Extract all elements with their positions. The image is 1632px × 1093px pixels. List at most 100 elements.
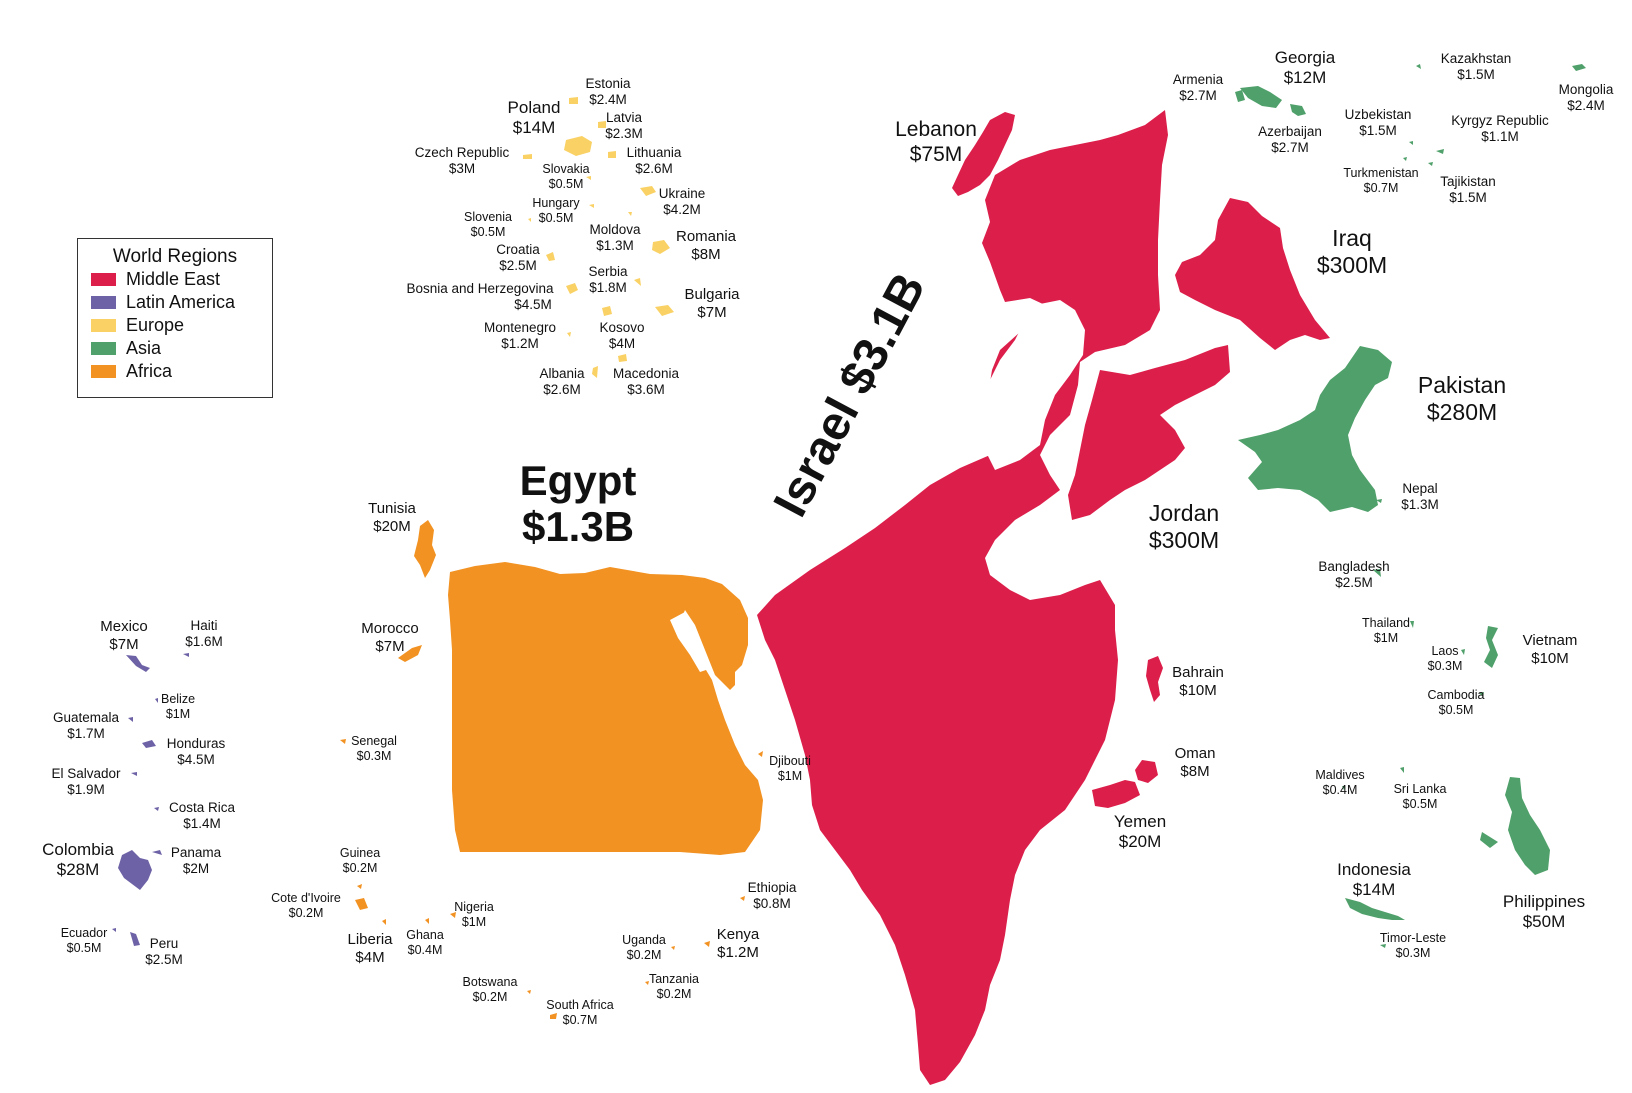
iraq-amount: $300M [1316, 252, 1388, 279]
yemen-amount: $20M [1118, 832, 1162, 852]
guinea-name: Guinea [339, 846, 381, 860]
macedonia-shape [618, 354, 627, 362]
srilanka-shape [1400, 767, 1404, 773]
djibouti-name: Djibouti [769, 754, 811, 768]
djibouti-label: Djibouti $1M [769, 754, 811, 784]
romania-amount: $8M [691, 245, 721, 263]
czech-shape [523, 154, 532, 159]
uganda-shape [671, 946, 675, 950]
azerbaijan-shape [1290, 104, 1306, 116]
indonesia-shape [1345, 898, 1405, 920]
bahrain-amount: $10M [1179, 681, 1217, 699]
hungary-name: Hungary [532, 196, 580, 210]
bangladesh-shape [1373, 569, 1381, 577]
nepal-name: Nepal [1402, 481, 1438, 496]
georgia-name: Georgia [1274, 48, 1336, 67]
slovenia-name: Slovenia [464, 210, 512, 224]
maldives-name: Maldives [1315, 768, 1365, 782]
nepal-amount: $1.3M [1401, 496, 1439, 512]
serbia-amount: $1.8M [589, 279, 627, 295]
vietnam-name: Vietnam [1522, 632, 1578, 649]
mongolia-label: Mongolia $2.4M [1559, 82, 1614, 114]
armenia-shape [1235, 90, 1245, 102]
slovenia-shape [528, 218, 531, 222]
djibouti-shape [758, 751, 763, 757]
kenya-amount: $1.2M [717, 943, 759, 961]
nepal-label: Nepal $1.3M [1401, 481, 1439, 513]
legend-label-asia: Asia [126, 338, 162, 358]
ethiopia-amount: $0.8M [753, 895, 791, 911]
haiti-amount: $1.6M [185, 633, 223, 649]
costarica-amount: $1.4M [183, 815, 221, 831]
ghana-name: Ghana [406, 928, 444, 942]
albania-amount: $2.6M [543, 381, 581, 397]
philippines-amount: $50M [1522, 912, 1566, 932]
philippines-name: Philippines [1502, 892, 1586, 911]
mexico-shape [126, 655, 150, 672]
estonia-label: Estonia $2.4M [585, 76, 630, 108]
bulgaria-label: Bulgaria $7M [684, 286, 739, 321]
iraq-label: Iraq $300M [1317, 225, 1387, 279]
djibouti-amount: $1M [777, 768, 803, 783]
liberia-name: Liberia [347, 931, 393, 948]
senegal-amount: $0.3M [356, 748, 392, 763]
cambodia-label: Cambodia $0.5M [1428, 688, 1485, 718]
egypt-gulf [670, 612, 706, 672]
kyrgyz-label: Kyrgyz Republic $1.1M [1451, 113, 1549, 145]
southafrica-shape [550, 1013, 557, 1019]
nigeria-shape [450, 912, 456, 918]
liberia-shape [382, 919, 386, 925]
romania-name: Romania [675, 228, 737, 245]
romania-shape [652, 240, 670, 254]
uzbekistan-shape [1409, 141, 1413, 145]
turkmenistan-label: Turkmenistan $0.7M [1343, 166, 1418, 196]
southafrica-name: South Africa [546, 998, 614, 1012]
bangladesh-label: Bangladesh $2.5M [1318, 559, 1389, 591]
thailand-shape [1410, 621, 1414, 628]
nepal-shape [1376, 499, 1382, 503]
panama-name: Panama [170, 845, 222, 860]
honduras-shape [142, 740, 156, 748]
ukraine-shape [640, 186, 656, 196]
legend-item-asia: Asia [91, 337, 272, 360]
ecuador-shape [112, 928, 116, 932]
montenegro-name: Montenegro [483, 320, 557, 335]
moldova-label: Moldova $1.3M [589, 222, 640, 254]
laos-amount: $0.3M [1427, 658, 1463, 673]
moldova-name: Moldova [589, 222, 641, 237]
jordan-name: Jordan [1148, 500, 1220, 526]
kazakhstan-name: Kazakhstan [1440, 51, 1512, 66]
haiti-label: Haiti $1.6M [185, 618, 223, 650]
latvia-name: Latvia [605, 110, 643, 125]
estonia-amount: $2.4M [589, 91, 627, 107]
lithuania-shape [608, 151, 616, 158]
elsalvador-amount: $1.9M [67, 781, 105, 797]
lithuania-amount: $2.6M [635, 160, 673, 176]
timorleste-label: Timor-Leste $0.3M [1380, 931, 1446, 961]
tunisia-name: Tunisia [368, 500, 416, 517]
ecuador-name: Ecuador [60, 926, 108, 940]
panama-amount: $2M [182, 860, 210, 876]
georgia-amount: $12M [1283, 68, 1327, 88]
lebanon-shape [952, 112, 1015, 196]
slovakia-name: Slovakia [542, 162, 590, 176]
mexico-name: Mexico [100, 618, 148, 635]
bahrain-name: Bahrain [1172, 664, 1224, 681]
pakistan-amount: $280M [1426, 399, 1498, 426]
legend-item-latin-america: Latin America [91, 291, 272, 314]
costarica-shape [154, 807, 159, 811]
tunisia-label: Tunisia $20M [368, 500, 416, 535]
haiti-shape [183, 653, 189, 657]
botswana-name: Botswana [462, 975, 518, 989]
legend-label-europe: Europe [126, 315, 185, 335]
botswana-label: Botswana $0.2M [463, 975, 518, 1005]
iraq-shape [1175, 198, 1330, 350]
asia-shapes [1235, 64, 1586, 948]
macedonia-name: Macedonia [612, 366, 680, 381]
kenya-label: Kenya $1.2M [717, 926, 760, 961]
ukraine-label: Ukraine $4.2M [659, 186, 706, 218]
bahrain-label: Bahrain $10M [1172, 664, 1224, 699]
europe-shapes [523, 97, 674, 378]
slovakia-shape [586, 176, 591, 180]
slovenia-amount: $0.5M [470, 224, 506, 239]
